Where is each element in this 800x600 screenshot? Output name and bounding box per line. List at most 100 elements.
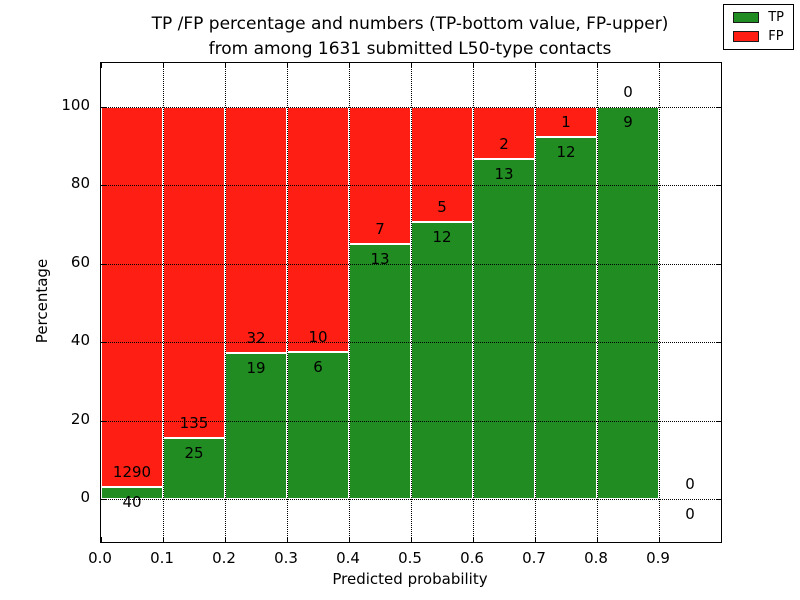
bar-tp-label: 12 <box>432 228 452 247</box>
bar-tp-segment <box>163 437 225 499</box>
plot-area: 1290 40 135 25 32 19 10 6 7 13 5 12 2 13 1 12 0 9 0 0 <box>100 62 722 543</box>
x-gridline <box>349 63 350 542</box>
bar-tp-label: 25 <box>184 443 204 462</box>
legend-swatch-tp <box>733 12 760 23</box>
y-tick-mark <box>716 185 721 187</box>
chart-title-line-2: from among 1631 submitted L50-type conta… <box>208 39 612 59</box>
bar-tp-label: 19 <box>246 358 266 377</box>
x-tick-mark <box>225 537 226 542</box>
x-gridline <box>225 63 226 542</box>
y-tick-label: 0 <box>80 488 90 506</box>
x-tick-mark <box>349 537 350 542</box>
x-tick-label: 0.5 <box>398 549 422 567</box>
bar-fp-segment <box>101 107 163 488</box>
x-gridline <box>659 63 660 542</box>
x-tick-mark <box>659 63 660 68</box>
x-tick-mark <box>473 63 474 68</box>
x-tick-mark <box>535 63 536 68</box>
x-tick-label: 0.4 <box>336 549 360 567</box>
chart-title: TP /FP percentage and numbers (TP-bottom… <box>20 12 800 62</box>
y-tick-mark <box>716 499 721 500</box>
x-tick-mark <box>101 537 102 542</box>
bar-tp-label: 6 <box>313 358 323 376</box>
y-gridline <box>101 263 721 265</box>
bar-tp-segment <box>225 352 287 499</box>
y-tick-mark <box>716 420 721 422</box>
x-gridline <box>473 63 474 542</box>
y-tick-label: 100 <box>61 96 90 114</box>
bar-tp-label: 13 <box>370 250 390 269</box>
legend: TP FP <box>723 4 794 50</box>
bar-fp-label: 1 <box>561 113 571 132</box>
y-gridline <box>101 185 721 187</box>
y-tick-label: 40 <box>70 331 90 350</box>
y-tick-mark <box>716 107 721 108</box>
x-tick-label: 0.3 <box>274 549 298 567</box>
bar-fp-label: 10 <box>308 328 328 346</box>
x-tick-mark <box>101 63 102 68</box>
y-tick-mark <box>716 342 721 344</box>
bar-fp-segment <box>349 107 411 245</box>
x-gridline <box>597 63 598 542</box>
bar-fp-label: 0 <box>685 475 695 493</box>
bar-fp-label: 1290 <box>112 463 152 482</box>
y-tick-mark <box>101 107 106 108</box>
y-tick-mark <box>101 420 106 422</box>
x-gridline <box>411 63 412 542</box>
bar-fp-label: 0 <box>623 83 633 101</box>
x-tick-mark <box>473 537 474 542</box>
bar-tp-segment <box>349 244 411 499</box>
y-tick-label: 60 <box>70 252 90 271</box>
bar-tp-label: 0 <box>685 505 695 523</box>
bar-fp-segment <box>225 107 287 353</box>
bar-tp-segment <box>411 222 473 499</box>
x-tick-label: 0.8 <box>584 549 608 567</box>
x-gridline <box>163 63 164 542</box>
bar-tp-segment <box>597 107 659 499</box>
x-tick-mark <box>597 537 598 542</box>
y-gridline <box>101 107 721 108</box>
bar-fp-label: 7 <box>375 220 385 239</box>
x-axis-label: Predicted probability <box>332 570 488 588</box>
y-tick-label: 20 <box>70 409 90 428</box>
y-tick-mark <box>101 263 106 265</box>
y-tick-mark <box>101 185 106 187</box>
x-tick-mark <box>349 63 350 68</box>
bar-fp-label: 2 <box>499 135 509 154</box>
y-gridline <box>101 342 721 344</box>
x-tick-mark <box>225 63 226 68</box>
x-tick-label: 0.7 <box>522 549 546 567</box>
legend-swatch-fp <box>733 31 760 42</box>
x-tick-mark <box>721 63 722 68</box>
bar-tp-label: 12 <box>556 143 576 162</box>
y-tick-label: 80 <box>70 174 90 193</box>
legend-entry-tp: TP <box>733 11 784 24</box>
x-tick-label: 0.1 <box>150 549 174 567</box>
x-tick-mark <box>287 63 288 68</box>
x-tick-mark <box>597 63 598 68</box>
x-tick-label: 0.2 <box>212 549 236 567</box>
x-tick-mark <box>411 63 412 68</box>
bar-tp-segment <box>473 159 535 499</box>
bar-fp-segment <box>535 107 597 138</box>
y-tick-mark <box>101 342 106 344</box>
y-gridline <box>101 499 721 500</box>
bar-fp-segment <box>473 107 535 160</box>
x-tick-mark <box>659 537 660 542</box>
chart-title-line-1: TP /FP percentage and numbers (TP-bottom… <box>151 14 669 34</box>
y-tick-mark <box>101 499 106 500</box>
x-tick-label: 0.0 <box>88 549 112 567</box>
bar-fp-label: 135 <box>179 413 209 432</box>
bar-fp-segment <box>411 107 473 223</box>
bar-fp-segment <box>163 107 225 438</box>
x-tick-mark <box>163 537 164 542</box>
x-gridline <box>287 63 288 542</box>
x-tick-mark <box>535 537 536 542</box>
x-tick-mark <box>411 537 412 542</box>
bar-tp-segment <box>287 352 349 499</box>
bar-tp-label: 9 <box>623 113 633 131</box>
legend-label-fp: FP <box>768 29 784 44</box>
bar-fp-label: 5 <box>437 198 447 217</box>
x-tick-label: 0.9 <box>646 549 670 567</box>
